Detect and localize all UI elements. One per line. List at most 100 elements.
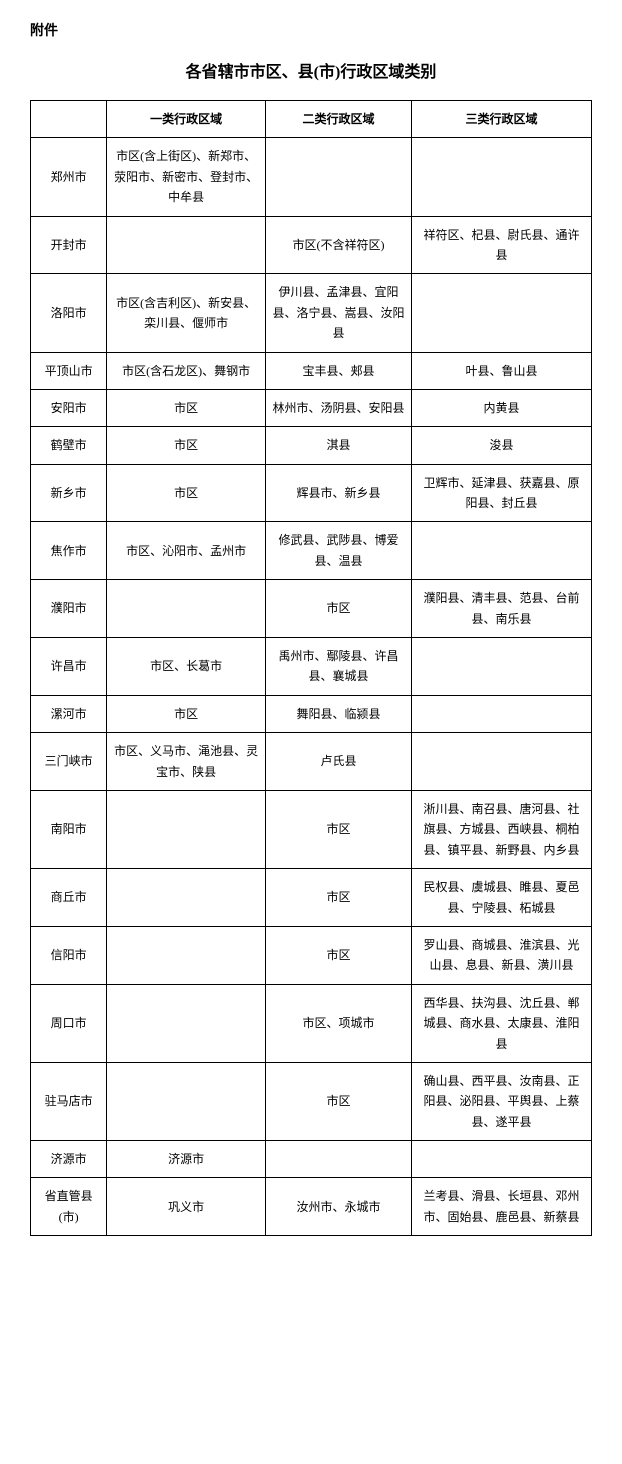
cell-cat2: 市区	[265, 1062, 411, 1140]
cell-cat3: 淅川县、南召县、唐河县、社旗县、方城县、西峡县、桐柏县、镇平县、新野县、内乡县	[412, 790, 592, 868]
header-blank	[31, 101, 107, 138]
cell-cat3	[412, 1141, 592, 1178]
cell-city: 周口市	[31, 984, 107, 1062]
header-cat1: 一类行政区域	[107, 101, 266, 138]
table-row: 三门峡市市区、义马市、渑池县、灵宝市、陕县卢氏县	[31, 733, 592, 791]
cell-cat3	[412, 733, 592, 791]
cell-city: 济源市	[31, 1141, 107, 1178]
cell-city: 新乡市	[31, 464, 107, 522]
cell-cat3	[412, 695, 592, 732]
cell-city: 洛阳市	[31, 274, 107, 352]
cell-city: 濮阳市	[31, 580, 107, 638]
cell-cat1: 市区(含上街区)、新郑市、荥阳市、新密市、登封市、中牟县	[107, 138, 266, 216]
cell-cat3: 兰考县、滑县、长垣县、邓州市、固始县、鹿邑县、新蔡县	[412, 1178, 592, 1236]
cell-cat3	[412, 138, 592, 216]
cell-city: 信阳市	[31, 926, 107, 984]
table-row: 漯河市市区舞阳县、临颍县	[31, 695, 592, 732]
cell-cat1: 市区(含石龙区)、舞钢市	[107, 352, 266, 389]
cell-cat2: 淇县	[265, 427, 411, 464]
cell-cat3: 叶县、鲁山县	[412, 352, 592, 389]
cell-cat1	[107, 869, 266, 927]
cell-cat1: 市区、义马市、渑池县、灵宝市、陕县	[107, 733, 266, 791]
cell-cat2: 市区	[265, 926, 411, 984]
cell-cat1: 市区(含吉利区)、新安县、栾川县、偃师市	[107, 274, 266, 352]
cell-cat2: 修武县、武陟县、博爱县、温县	[265, 522, 411, 580]
cell-city: 许昌市	[31, 638, 107, 696]
table-row: 焦作市市区、沁阳市、孟州市修武县、武陟县、博爱县、温县	[31, 522, 592, 580]
cell-cat2: 卢氏县	[265, 733, 411, 791]
cell-cat1	[107, 580, 266, 638]
cell-city: 漯河市	[31, 695, 107, 732]
table-row: 开封市 市区(不含祥符区)祥符区、杞县、尉氏县、通许县	[31, 216, 592, 274]
cell-cat3: 确山县、西平县、汝南县、正阳县、泌阳县、平舆县、上蔡县、遂平县	[412, 1062, 592, 1140]
header-cat2: 二类行政区域	[265, 101, 411, 138]
cell-cat1	[107, 216, 266, 274]
cell-cat2: 林州市、汤阴县、安阳县	[265, 389, 411, 426]
cell-cat1: 市区	[107, 427, 266, 464]
table-row: 信阳市 市区罗山县、商城县、淮滨县、光山县、息县、新县、潢川县	[31, 926, 592, 984]
table-row: 济源市济源市	[31, 1141, 592, 1178]
table-header-row: 一类行政区域 二类行政区域 三类行政区域	[31, 101, 592, 138]
cell-cat2: 市区、项城市	[265, 984, 411, 1062]
table-row: 濮阳市 市区濮阳县、清丰县、范县、台前县、南乐县	[31, 580, 592, 638]
cell-city: 驻马店市	[31, 1062, 107, 1140]
cell-cat3: 罗山县、商城县、淮滨县、光山县、息县、新县、潢川县	[412, 926, 592, 984]
table-row: 安阳市市区林州市、汤阴县、安阳县内黄县	[31, 389, 592, 426]
cell-cat1: 市区、沁阳市、孟州市	[107, 522, 266, 580]
cell-cat2: 市区	[265, 790, 411, 868]
cell-city: 商丘市	[31, 869, 107, 927]
cell-cat3: 祥符区、杞县、尉氏县、通许县	[412, 216, 592, 274]
cell-cat3	[412, 522, 592, 580]
table-row: 南阳市 市区淅川县、南召县、唐河县、社旗县、方城县、西峡县、桐柏县、镇平县、新野县…	[31, 790, 592, 868]
cell-cat2: 市区	[265, 580, 411, 638]
cell-cat2	[265, 138, 411, 216]
cell-cat3	[412, 274, 592, 352]
cell-cat1: 市区	[107, 464, 266, 522]
header-cat3: 三类行政区域	[412, 101, 592, 138]
cell-cat3: 濮阳县、清丰县、范县、台前县、南乐县	[412, 580, 592, 638]
table-row: 商丘市 市区民权县、虞城县、睢县、夏邑县、宁陵县、柘城县	[31, 869, 592, 927]
table-row: 洛阳市市区(含吉利区)、新安县、栾川县、偃师市伊川县、孟津县、宜阳县、洛宁县、嵩…	[31, 274, 592, 352]
cell-city: 鹤壁市	[31, 427, 107, 464]
cell-city: 省直管县(市)	[31, 1178, 107, 1236]
cell-cat2: 宝丰县、郏县	[265, 352, 411, 389]
cell-cat3: 内黄县	[412, 389, 592, 426]
page-title: 各省辖市市区、县(市)行政区域类别	[30, 58, 592, 82]
cell-city: 安阳市	[31, 389, 107, 426]
cell-cat2	[265, 1141, 411, 1178]
table-row: 驻马店市 市区确山县、西平县、汝南县、正阳县、泌阳县、平舆县、上蔡县、遂平县	[31, 1062, 592, 1140]
table-row: 郑州市市区(含上街区)、新郑市、荥阳市、新密市、登封市、中牟县	[31, 138, 592, 216]
cell-cat3: 卫辉市、延津县、获嘉县、原阳县、封丘县	[412, 464, 592, 522]
table-row: 省直管县(市)巩义市汝州市、永城市兰考县、滑县、长垣县、邓州市、固始县、鹿邑县、…	[31, 1178, 592, 1236]
cell-city: 焦作市	[31, 522, 107, 580]
cell-cat2: 舞阳县、临颍县	[265, 695, 411, 732]
admin-region-table: 一类行政区域 二类行政区域 三类行政区域 郑州市市区(含上街区)、新郑市、荥阳市…	[30, 100, 592, 1236]
cell-cat1	[107, 926, 266, 984]
cell-cat3: 西华县、扶沟县、沈丘县、郸城县、商水县、太康县、淮阳县	[412, 984, 592, 1062]
cell-cat1: 市区、长葛市	[107, 638, 266, 696]
table-row: 鹤壁市市区淇县浚县	[31, 427, 592, 464]
cell-cat1	[107, 790, 266, 868]
cell-cat1: 济源市	[107, 1141, 266, 1178]
cell-cat3	[412, 638, 592, 696]
cell-cat1	[107, 984, 266, 1062]
cell-cat1: 市区	[107, 389, 266, 426]
cell-city: 开封市	[31, 216, 107, 274]
table-row: 平顶山市市区(含石龙区)、舞钢市宝丰县、郏县叶县、鲁山县	[31, 352, 592, 389]
attachment-label: 附件	[30, 20, 592, 40]
cell-city: 平顶山市	[31, 352, 107, 389]
cell-cat2: 禹州市、鄢陵县、许昌县、襄城县	[265, 638, 411, 696]
cell-cat2: 伊川县、孟津县、宜阳县、洛宁县、嵩县、汝阳县	[265, 274, 411, 352]
cell-cat2: 市区(不含祥符区)	[265, 216, 411, 274]
table-row: 许昌市市区、长葛市禹州市、鄢陵县、许昌县、襄城县	[31, 638, 592, 696]
cell-cat3: 民权县、虞城县、睢县、夏邑县、宁陵县、柘城县	[412, 869, 592, 927]
table-row: 周口市 市区、项城市西华县、扶沟县、沈丘县、郸城县、商水县、太康县、淮阳县	[31, 984, 592, 1062]
cell-cat1: 市区	[107, 695, 266, 732]
cell-cat2: 市区	[265, 869, 411, 927]
table-row: 新乡市市区辉县市、新乡县卫辉市、延津县、获嘉县、原阳县、封丘县	[31, 464, 592, 522]
cell-city: 南阳市	[31, 790, 107, 868]
cell-cat1: 巩义市	[107, 1178, 266, 1236]
cell-city: 三门峡市	[31, 733, 107, 791]
cell-cat2: 汝州市、永城市	[265, 1178, 411, 1236]
cell-cat3: 浚县	[412, 427, 592, 464]
